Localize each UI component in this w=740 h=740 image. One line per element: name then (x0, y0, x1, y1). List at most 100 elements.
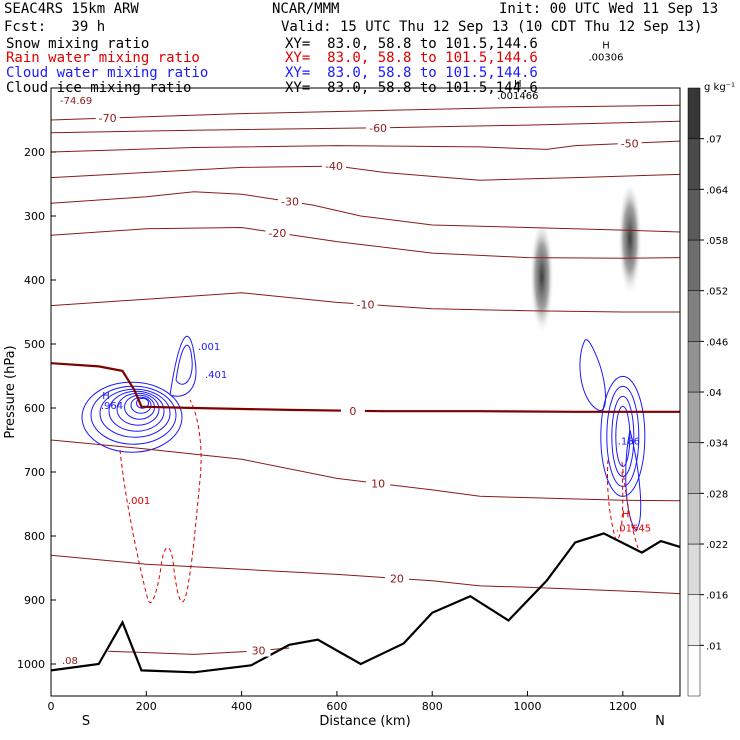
x-tick-label: 1200 (609, 700, 637, 713)
colorbar-tick-label: .07 (706, 135, 722, 146)
field-label-cloud-water: Cloud water mixing ratio (6, 65, 209, 81)
colorbar-tick-label: .01 (706, 641, 722, 652)
y-tick-label: 700 (24, 466, 45, 479)
cloud-water-contour-line (615, 405, 631, 467)
isotherm-label-bg (322, 160, 347, 173)
isotherm-label-bg (353, 298, 378, 311)
rain-water-contour-line (119, 399, 202, 603)
cloud-ice-max-value: .001466 (497, 91, 538, 102)
y-axis-label: Pressure (hPa) (3, 345, 18, 438)
colorbar-swatch (687, 189, 701, 241)
isotherm--50 (51, 140, 680, 153)
cloud-water-contour-line (175, 344, 193, 385)
colorbar-tick-label: .052 (706, 287, 728, 298)
isotherm-label: -60 (369, 122, 387, 135)
valid-time: Valid: 15 UTC Thu 12 Sep 13 (10 CDT Thu … (281, 19, 703, 35)
contour-value-label: .401 (205, 370, 227, 381)
colorbar-tick-label: .04 (706, 388, 722, 399)
y-tick-label: 400 (24, 274, 45, 287)
x-tick-label: 200 (136, 700, 157, 713)
field-xy-snow: XY= 83.0, 58.8 to 101.5,144.6 (285, 36, 538, 52)
colorbar-tick-label: .064 (706, 185, 728, 196)
isotherm-20 (51, 554, 680, 595)
isotherm-label: -40 (325, 160, 343, 173)
field-xy-cloud-water: XY= 83.0, 58.8 to 101.5,144.6 (285, 65, 538, 81)
x-axis-label: Distance (km) (319, 714, 410, 729)
field-label-snow: Snow mixing ratio (6, 36, 150, 52)
y-tick-label: 900 (24, 594, 45, 607)
colorbar-swatch (687, 391, 701, 443)
y-tick-label: 300 (24, 210, 45, 223)
isotherm-label-bg (265, 226, 290, 239)
colorbar-swatch (687, 341, 701, 393)
cloud-water-contour-line (81, 381, 183, 453)
cloud-water-contours (81, 335, 646, 531)
init-time: Init: 00 UTC Wed 11 Sep 13 (499, 1, 719, 17)
colorbar-tick-label: .028 (706, 489, 728, 500)
x-tick-label: 1000 (514, 700, 542, 713)
cloud-ice-blob (617, 180, 642, 297)
y-tick-label: 800 (24, 530, 45, 543)
x-tick-label: 800 (422, 700, 443, 713)
isotherm-label: 10 (371, 477, 385, 490)
temperature-contours (51, 104, 680, 655)
cloud-water-max-value: .964 (101, 401, 123, 412)
north-label: N (655, 714, 665, 729)
plot-frame (50, 87, 681, 697)
contour-labels: -70-60-50-40-30-20-100102030H.001466H.00… (60, 40, 651, 667)
x-tick-label: 0 (48, 700, 55, 713)
field-label-rain: Rain water mixing ratio (6, 50, 200, 66)
axes: 0 200 400 600 800 1000 12002003004005006007008… (17, 146, 637, 713)
isotherm--70 (51, 104, 680, 121)
colorbar-unit: g kg⁻¹ (704, 82, 735, 93)
y-tick-label: 600 (24, 402, 45, 415)
cloud-ice-max-value: .00306 (588, 52, 623, 63)
isotherm-label-bg (366, 477, 391, 490)
isotherm-label: -20 (268, 227, 286, 240)
field-xy-rain: XY= 83.0, 58.8 to 101.5,144.6 (285, 50, 538, 66)
colorbar-swatch (687, 493, 701, 545)
isotherm--60 (51, 120, 680, 134)
colorbar-swatch (687, 442, 701, 494)
colorbar-tick-label: .022 (706, 540, 728, 551)
contour-value-label: .08 (62, 656, 78, 667)
cloud-water-contour-line (108, 390, 165, 432)
colorbar: .01 .016 .022 .028 .034 .04 .046 .052 .058 .064 .0… (687, 82, 735, 697)
cloud-ice-max-marker: H (602, 40, 610, 51)
colorbar-swatch (687, 290, 701, 342)
isotherm-label: -30 (281, 196, 299, 209)
isotherm-label-bg (340, 404, 365, 417)
colorbar-swatch (687, 87, 701, 139)
isotherm-label-bg (278, 195, 303, 208)
cloud-water-contour-line (611, 395, 635, 477)
colorbar-tick-label: .046 (706, 337, 728, 348)
contour-value-label: -74.69 (60, 96, 92, 107)
isotherm-10 (51, 439, 680, 502)
cloud-ice-max-marker: H (514, 79, 522, 90)
cloud-water-contour-line (625, 429, 642, 531)
colorbar-swatch (687, 594, 701, 646)
colorbar-tick-label: .058 (706, 236, 728, 247)
colorbar-swatch (687, 138, 701, 190)
rain-water-contour-line (621, 461, 639, 549)
contour-value-label: .001 (198, 342, 220, 353)
isotherm-label: -50 (621, 137, 639, 150)
terrain-surface (51, 532, 680, 674)
isotherm-label: 20 (390, 572, 404, 585)
cloud-ice-shading (529, 180, 642, 335)
isotherm-label-bg (95, 112, 120, 125)
colorbar-tick-label: .016 (706, 591, 728, 602)
colorbar-tick-label: .034 (706, 439, 728, 450)
cloud-water-contour-line (99, 388, 171, 438)
cloud-water-max-marker: H (102, 391, 110, 402)
model-title: SEAC4RS 15km ARW (4, 1, 139, 17)
isotherm-label: -70 (99, 112, 117, 125)
cloud-ice-blob (529, 218, 554, 335)
cloud-water-contour-line (116, 392, 160, 426)
rain-water-contours (119, 399, 639, 603)
rain-water-max-value: .01645 (616, 524, 651, 535)
isotherm-label: -10 (357, 298, 375, 311)
contour-value-label: .001 (128, 496, 150, 507)
cloud-water-contour-line (136, 397, 150, 409)
